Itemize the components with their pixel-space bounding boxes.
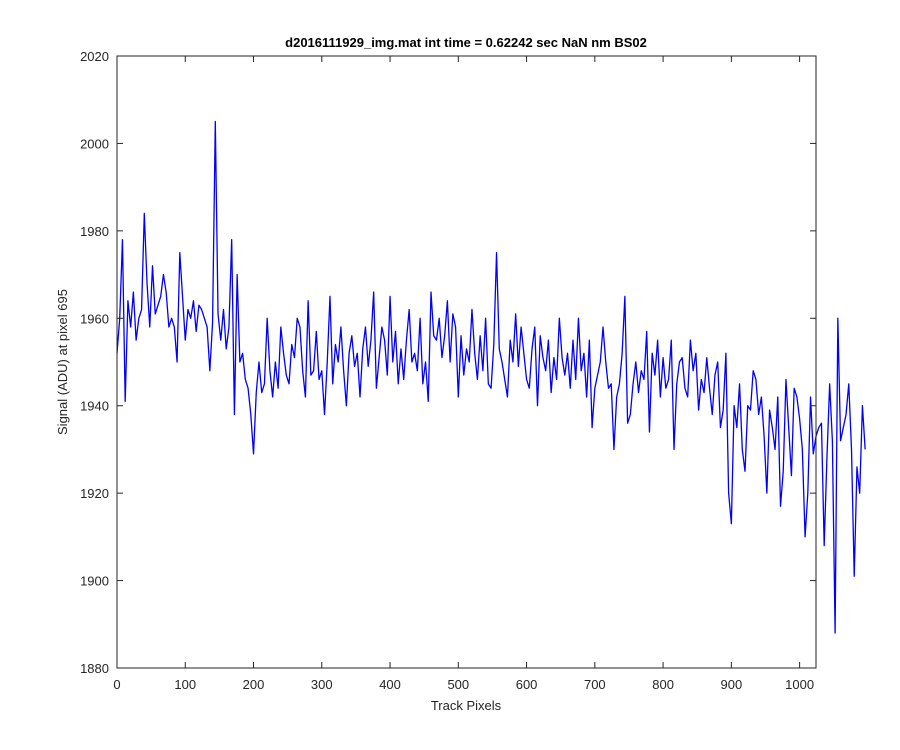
x-tick-label: 700 [584, 677, 606, 692]
x-tick-label: 500 [447, 677, 469, 692]
x-tick-label: 900 [721, 677, 743, 692]
x-tick-label: 400 [379, 677, 401, 692]
y-tick-label: 1920 [80, 486, 109, 501]
y-tick-label: 1980 [80, 224, 109, 239]
x-tick-label: 300 [311, 677, 333, 692]
chart-title: d2016111929_img.mat int time = 0.62242 s… [285, 35, 647, 50]
plot-area [117, 56, 816, 668]
y-tick-label: 2020 [80, 49, 109, 64]
x-tick-label: 800 [652, 677, 674, 692]
y-axis-label: Signal (ADU) at pixel 695 [55, 289, 70, 435]
y-tick-label: 1940 [80, 399, 109, 414]
y-tick-label: 1880 [80, 661, 109, 676]
y-tick-label: 1900 [80, 574, 109, 589]
x-tick-label: 1000 [785, 677, 814, 692]
axes-box [116, 55, 817, 669]
x-tick-label: 200 [243, 677, 265, 692]
x-tick-label: 0 [113, 677, 120, 692]
y-tick-label: 2000 [80, 136, 109, 151]
x-tick-label: 600 [516, 677, 538, 692]
x-axis-label: Track Pixels [431, 698, 502, 713]
y-tick-label: 1960 [80, 311, 109, 326]
x-tick-label: 100 [174, 677, 196, 692]
series-line-0 [116, 120, 866, 634]
